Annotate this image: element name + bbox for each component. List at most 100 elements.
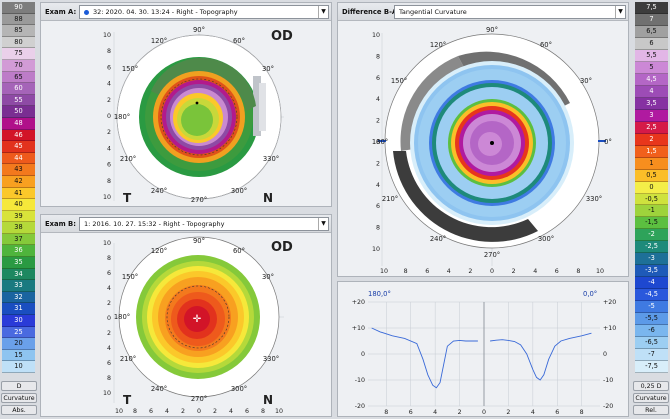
chevron-down-icon[interactable]: ▼ [318, 218, 328, 230]
exam-b-header: Exam B: 1: 2016. 10. 27. 15:32 - Right -… [41, 215, 331, 233]
angle-90: 90° [193, 237, 205, 245]
angle-180: 180° [372, 138, 388, 146]
scale-cell: 70 [2, 59, 35, 72]
chevron-down-icon[interactable]: ▼ [318, 6, 328, 18]
x-axis-tick: 0 [490, 268, 494, 275]
y-tick-right: -20 [603, 403, 613, 410]
x-axis-tick: 10 [115, 408, 123, 415]
y-axis-tick: 8 [376, 225, 380, 232]
scale-cell: 2,5 [635, 121, 668, 134]
x-axis-tick: 0 [197, 408, 201, 415]
angle-300: 300° [231, 385, 247, 393]
relative-color-scale: 7,5 7 6,5 6 5,5 5 4,5 4 3,5 3 2,5 2 1,5 1 0,5 0 -0,5 -1 -1… [635, 2, 668, 374]
y-axis-tick: 0 [376, 139, 380, 146]
y-axis-tick: 4 [107, 81, 111, 88]
y-axis-tick: 8 [107, 48, 111, 55]
angle-270: 270° [484, 251, 500, 259]
y-axis-tick: 10 [372, 246, 380, 253]
x-axis-tick: 10 [380, 268, 388, 275]
relative-type-button[interactable]: Rel. [633, 405, 669, 415]
exam-a-temporal: T [123, 191, 132, 205]
y-tick-left: +10 [352, 325, 365, 332]
scale-cell: 40 [2, 199, 35, 211]
y-axis-tick: 4 [376, 182, 380, 189]
x-axis-tick: 4 [229, 408, 233, 415]
angle-120: 120° [151, 247, 167, 255]
scale-cell: -2,5 [635, 241, 668, 254]
scale-cell: 80 [2, 36, 35, 49]
scale-cell: 4,5 [635, 73, 668, 86]
scale-cell: -5 [635, 301, 668, 314]
scale-cell: 1,5 [635, 145, 668, 158]
exam-a-header: Exam A: 32: 2020. 04. 30. 13:24 - Right … [41, 3, 331, 21]
scale-cell: -7 [635, 349, 668, 362]
exam-a-select[interactable]: 32: 2020. 04. 30. 13:24 - Right - Topogr… [79, 5, 329, 19]
exam-b-topography-map[interactable]: ✛ 90° 60° 120° 150° 30° 180° 210° 330° 2… [41, 233, 333, 418]
scale-cell: 48 [2, 117, 35, 130]
scale-cell: 6 [635, 37, 668, 50]
profile-chart: 180,0° 0,0° +20 +20 +10 +10 0 0 -10 -10 -20 -20 8 6… [352, 290, 617, 416]
x-axis-tick: 8 [404, 268, 408, 275]
y-axis-tick: 8 [107, 178, 111, 185]
exam-b-select[interactable]: 1: 2016. 10. 27. 15:32 - Right - Topogra… [79, 217, 329, 231]
scale-cell: -4 [635, 277, 668, 290]
difference-map[interactable]: 90° 60° 120° 150° 30° 180° 0° 210° 330° … [338, 21, 630, 278]
difference-header: Difference B-A: Tangential Curvature ▼ [338, 3, 628, 21]
y-axis-tick: 6 [107, 270, 111, 277]
y-axis-tick: 8 [107, 375, 111, 382]
scale-cell: -3 [635, 253, 668, 266]
y-axis-tick: 4 [107, 345, 111, 352]
scale-cell: 39 [2, 210, 35, 223]
scale-cell: 0 [635, 181, 668, 194]
angle-150: 150° [391, 77, 407, 85]
angle-60: 60° [233, 247, 245, 255]
profile-series-line [490, 332, 592, 381]
absolute-mode-button[interactable]: Curvature [1, 393, 37, 403]
angle-90: 90° [486, 26, 498, 34]
y-axis-tick: 6 [376, 203, 380, 210]
relative-unit-button[interactable]: 0,25 D [633, 381, 669, 391]
y-axis-tick: 8 [376, 53, 380, 60]
x-tick: 8 [384, 409, 388, 416]
scale-cell: 2 [635, 133, 668, 146]
difference-select[interactable]: Tangential Curvature ▼ [394, 5, 626, 19]
scale-cell: 15 [2, 349, 35, 362]
relative-scale-controls: 0,25 D Curvature Rel. [633, 381, 669, 417]
y-axis-tick: 6 [107, 64, 111, 71]
y-axis-tick: 4 [376, 96, 380, 103]
center-marker-icon: ✛ [193, 314, 202, 325]
y-tick-left: -20 [355, 403, 365, 410]
y-tick-right: -10 [603, 377, 613, 384]
absolute-color-scale: 90 88 85 80 75 70 65 60 55 50 48 46 45 44 43 42 41 40 39 38… [2, 2, 35, 373]
scale-cell: -6,5 [635, 337, 668, 350]
absolute-type-button[interactable]: Abs. [1, 405, 37, 415]
scale-cell: 34 [2, 268, 35, 281]
exam-b-temporal: T [123, 393, 132, 407]
angle-240: 240° [151, 385, 167, 393]
scale-cell: 38 [2, 222, 35, 234]
y-axis-tick: 6 [376, 75, 380, 82]
exam-a-topography-map[interactable]: 90° 60° 120° 150° 30° 180° 210° 330° 240… [41, 21, 333, 208]
x-tick: 0 [482, 409, 486, 416]
scale-cell: -2 [635, 229, 668, 242]
x-tick: 8 [580, 409, 584, 416]
x-axis-tick: 4 [533, 268, 537, 275]
scale-cell: 85 [2, 25, 35, 37]
chevron-down-icon[interactable]: ▼ [615, 6, 625, 18]
exam-a-panel: Exam A: 32: 2020. 04. 30. 13:24 - Right … [40, 2, 332, 207]
scale-cell: -6 [635, 325, 668, 338]
scale-cell: 0,5 [635, 169, 668, 182]
angle-30: 30° [262, 65, 274, 73]
x-axis-tick: 2 [181, 408, 185, 415]
scale-cell: 42 [2, 175, 35, 188]
exam-a-selection: 32: 2020. 04. 30. 13:24 - Right - Topogr… [93, 8, 238, 16]
x-axis-tick: 2 [512, 268, 516, 275]
angle-330: 330° [586, 195, 602, 203]
absolute-unit-button[interactable]: D [1, 381, 37, 391]
x-tick: 6 [555, 409, 559, 416]
angle-120: 120° [151, 37, 167, 45]
angle-180: 180° [114, 313, 130, 321]
scale-cell: 31 [2, 303, 35, 316]
angle-240: 240° [430, 235, 446, 243]
relative-mode-button[interactable]: Curvature [633, 393, 669, 403]
